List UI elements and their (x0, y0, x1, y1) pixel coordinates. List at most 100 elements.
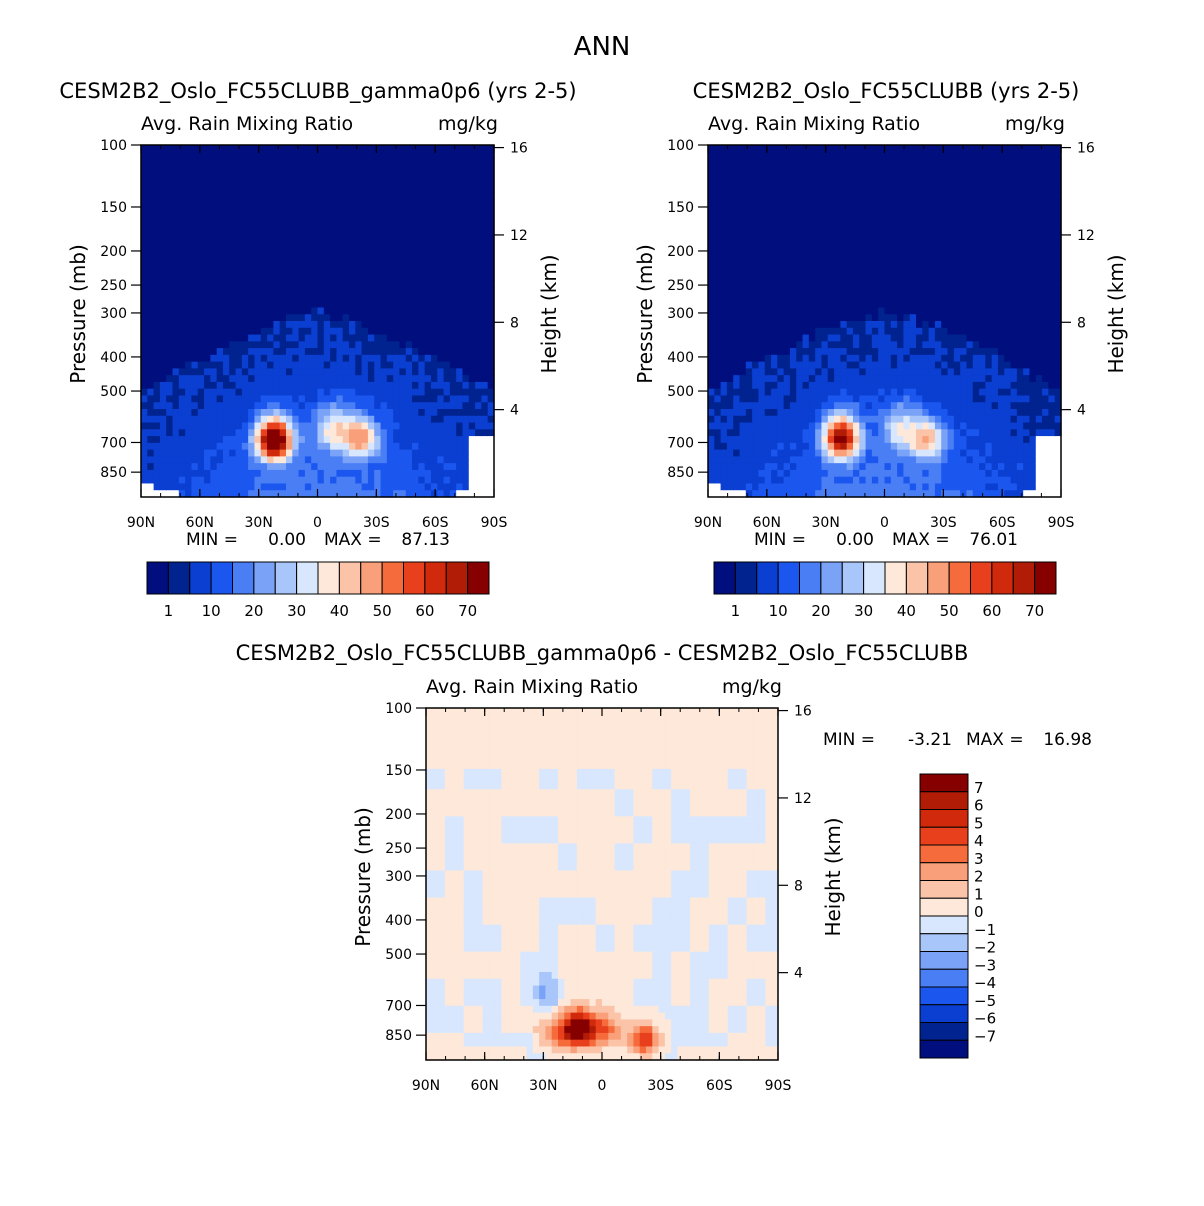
colorbar-label: −2 (974, 939, 996, 957)
y-tick-label: 300 (100, 306, 127, 322)
panel-units-label: mg/kg (722, 676, 782, 698)
max-value: 76.01 (969, 530, 1018, 550)
colorbar-box (210, 561, 233, 595)
colorbar-label: −4 (974, 974, 996, 992)
colorbar-box (919, 951, 969, 970)
y-tick-label: 200 (667, 244, 694, 260)
min-label: MIN = (754, 530, 806, 550)
y-tick-label: 850 (100, 465, 127, 481)
colorbar-label: 3 (974, 850, 984, 868)
colorbar-label: 60 (415, 602, 434, 620)
colorbar-box (841, 561, 865, 595)
x-tick-label: 60N (753, 515, 781, 531)
colorbar-box (403, 561, 426, 595)
colorbar-box (253, 561, 276, 595)
colorbar-label: 0 (974, 903, 984, 921)
colorbar-box (274, 561, 298, 595)
colorbar-box (970, 561, 993, 595)
colorbar-box (734, 561, 758, 595)
x-tick-label: 30S (647, 1078, 674, 1094)
colorbar-box (919, 844, 969, 864)
colorbar-box (919, 986, 969, 1006)
colorbar-label: −7 (974, 1027, 996, 1045)
y-tick-label: 100 (385, 701, 412, 717)
x-tick-label: 60N (186, 515, 214, 531)
colorbar-label: 20 (811, 602, 830, 620)
colorbar-box (919, 773, 969, 793)
colorbar-box (919, 862, 969, 881)
max-value: 87.13 (401, 530, 450, 550)
colorbar-label: 30 (854, 602, 873, 620)
colorbar-box (919, 826, 969, 846)
x-tick-label: 90S (765, 1078, 792, 1094)
figure-title: ANN (574, 32, 631, 62)
y-right-axis-label: Height (km) (821, 817, 845, 936)
y-tick-label: 250 (667, 278, 694, 294)
colorbar-box (296, 561, 319, 595)
colorbar-label: −1 (974, 921, 996, 939)
y-tick-label: 150 (100, 200, 127, 216)
y-right-tick-label: 12 (1077, 228, 1095, 244)
min-label: MIN = (823, 730, 875, 750)
colorbar-label: −3 (974, 956, 996, 974)
y-right-axis-label: Height (km) (1104, 254, 1128, 373)
y-axis-label: Pressure (mb) (633, 244, 657, 384)
colorbar-box (424, 561, 447, 595)
y-right-tick-label: 12 (794, 791, 812, 807)
colorbar-box (799, 561, 822, 595)
y-tick-label: 200 (100, 244, 127, 260)
colorbar-label: 50 (940, 602, 959, 620)
panel-variable-label: Avg. Rain Mixing Ratio (426, 676, 638, 698)
x-tick-label: 90S (481, 515, 508, 531)
panel-title: CESM2B2_Oslo_FC55CLUBB (yrs 2-5) (693, 79, 1080, 104)
x-tick-label: 60S (989, 515, 1016, 531)
colorbar-label: 2 (974, 868, 984, 886)
colorbar-label: 60 (982, 602, 1001, 620)
y-tick-label: 250 (385, 841, 412, 857)
colorbar-label: 70 (458, 602, 477, 620)
colorbar-box (445, 561, 469, 595)
y-tick-label: 700 (667, 435, 694, 451)
y-right-tick-label: 4 (794, 966, 803, 982)
y-tick-label: 150 (667, 200, 694, 216)
panel-difference: CESM2B2_Oslo_FC55CLUBB_gamma0p6 - CESM2B… (236, 641, 1092, 1094)
x-tick-label: 90N (412, 1078, 440, 1094)
colorbar-box (777, 561, 800, 595)
colorbar-box (381, 561, 404, 595)
colorbar-box (948, 561, 971, 595)
y-tick-label: 500 (385, 947, 412, 963)
contour-field (708, 145, 1062, 498)
y-tick-label: 300 (385, 869, 412, 885)
colorbar-label: 4 (974, 832, 984, 850)
max-label: MAX = (324, 530, 382, 550)
colorbar-box (919, 897, 969, 917)
colorbar-box (991, 561, 1014, 595)
y-right-tick-label: 8 (510, 315, 519, 331)
min-value: -3.21 (908, 730, 952, 750)
colorbar-box (884, 561, 907, 595)
y-tick-label: 400 (667, 350, 694, 366)
colorbar-box (232, 561, 255, 595)
x-tick-label: 60N (471, 1078, 499, 1094)
panel-units-label: mg/kg (1005, 113, 1065, 135)
colorbar-label: 10 (202, 602, 221, 620)
colorbar-box (919, 968, 969, 988)
y-tick-label: 100 (100, 138, 127, 154)
y-right-axis-label: Height (km) (537, 254, 561, 373)
y-tick-label: 300 (667, 306, 694, 322)
colorbar-label: 20 (244, 602, 263, 620)
colorbar-label: 1 (731, 602, 741, 620)
y-right-tick-label: 4 (510, 403, 519, 419)
x-tick-label: 0 (313, 515, 322, 531)
y-right-tick-label: 8 (1077, 315, 1086, 331)
panel-variable-label: Avg. Rain Mixing Ratio (141, 113, 353, 135)
colorbar-box (919, 933, 969, 952)
x-tick-label: 90S (1048, 515, 1075, 531)
colorbar-label: −6 (974, 1010, 996, 1028)
x-tick-label: 90N (694, 515, 722, 531)
y-right-tick-label: 12 (510, 228, 528, 244)
max-label: MAX = (966, 730, 1024, 750)
y-right-tick-label: 16 (794, 704, 812, 720)
y-tick-label: 200 (385, 807, 412, 823)
